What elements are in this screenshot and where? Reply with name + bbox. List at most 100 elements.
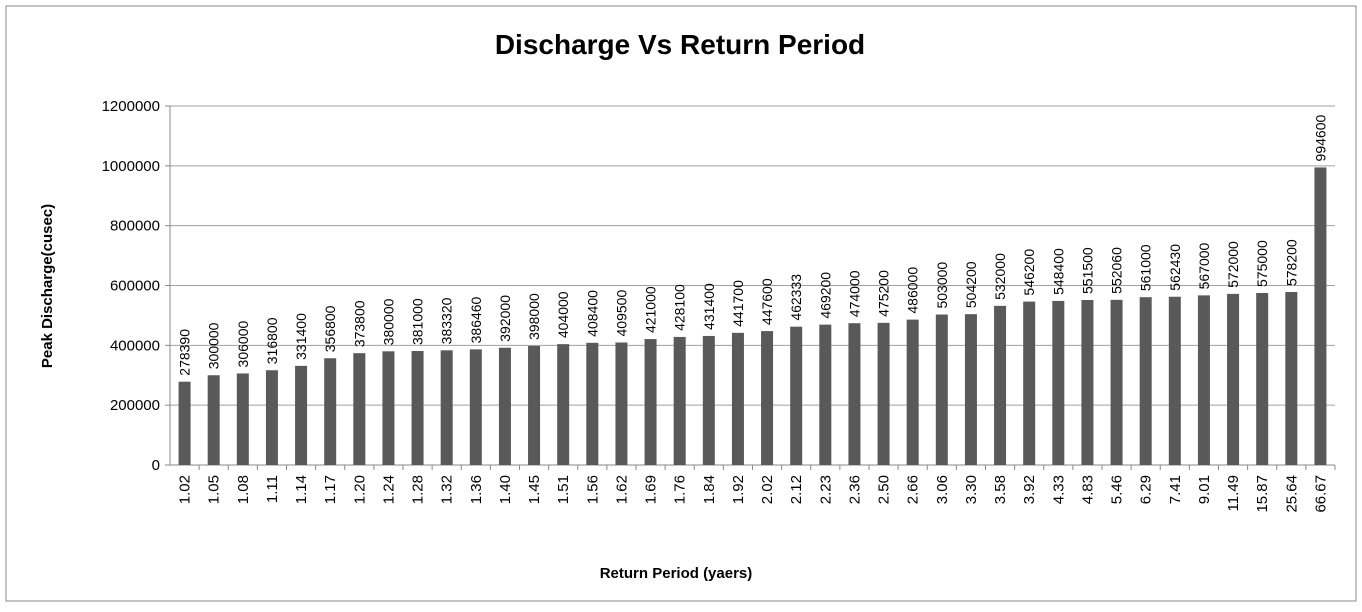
data-label: 532000 <box>992 253 1008 300</box>
bar <box>207 375 220 465</box>
y-tick-label: 1000000 <box>102 158 160 175</box>
data-label: 404000 <box>555 291 571 338</box>
data-label: 373800 <box>351 300 367 347</box>
data-label: 474000 <box>846 270 862 317</box>
x-tick-label: 2.36 <box>846 475 863 504</box>
bar <box>1081 300 1094 465</box>
x-tick-label: 1.51 <box>555 475 572 504</box>
data-label: 994600 <box>1312 115 1328 162</box>
data-label: 548400 <box>1050 248 1066 295</box>
data-label: 562430 <box>1167 244 1183 291</box>
bar <box>1139 297 1152 465</box>
data-label: 428100 <box>672 284 688 331</box>
data-label: 462333 <box>788 274 804 321</box>
data-label: 383320 <box>439 297 455 344</box>
bar <box>411 351 424 465</box>
x-tick-label: 1.62 <box>613 475 630 504</box>
x-tick-label: 2.66 <box>905 475 922 504</box>
data-label: 567000 <box>1196 242 1212 289</box>
bar <box>1110 299 1123 465</box>
data-label: 392000 <box>497 295 513 342</box>
x-axis-label: Return Period (yaers) <box>600 565 753 582</box>
x-tick-label: 1.11 <box>264 475 281 503</box>
x-tick-label: 25.64 <box>1283 475 1300 513</box>
chart-border <box>5 5 1357 602</box>
bar <box>440 350 453 465</box>
x-tick-label: 1.20 <box>351 475 368 504</box>
x-tick-label: 7.41 <box>1167 475 1184 504</box>
data-label: 561000 <box>1138 244 1154 291</box>
x-tick-label: 1.76 <box>672 475 689 504</box>
bar <box>265 370 278 465</box>
data-label: 431400 <box>701 283 717 330</box>
x-tick-label: 1.32 <box>439 475 456 504</box>
data-label: 386460 <box>468 296 484 343</box>
bar <box>498 347 511 465</box>
x-tick-label: 1.05 <box>206 475 223 504</box>
x-tick-label: 2.50 <box>876 475 893 504</box>
bar <box>178 381 191 465</box>
data-label: 551500 <box>1079 247 1095 294</box>
bar <box>1168 296 1181 465</box>
x-tick-label: 9.01 <box>1196 475 1213 504</box>
bar <box>236 373 249 465</box>
bar <box>1314 167 1327 465</box>
data-label: 552060 <box>1109 247 1125 294</box>
data-label: 398000 <box>526 293 542 340</box>
data-label: 316800 <box>264 317 280 364</box>
x-tick-label: 4.33 <box>1050 475 1067 504</box>
data-label: 575000 <box>1254 240 1270 287</box>
x-tick-label: 1.08 <box>235 475 252 504</box>
data-label: 421000 <box>643 286 659 333</box>
x-tick-label: 3.06 <box>934 475 951 504</box>
data-label: 408400 <box>584 290 600 337</box>
x-tick-label: 1.28 <box>410 475 427 504</box>
x-tick-label: 1.02 <box>177 475 194 504</box>
bar <box>790 326 803 465</box>
data-label: 578200 <box>1283 239 1299 286</box>
bar <box>557 344 570 465</box>
data-label: 306000 <box>235 321 251 368</box>
x-tick-label: 1.92 <box>730 475 747 504</box>
x-tick-label: 1.56 <box>584 475 601 504</box>
bar <box>1052 300 1065 465</box>
x-tick-label: 66.67 <box>1312 475 1329 513</box>
x-tick-label: 2.02 <box>759 475 776 504</box>
bar <box>353 353 366 465</box>
x-tick-label: 4.83 <box>1079 475 1096 504</box>
bar <box>877 322 890 465</box>
data-label: 356800 <box>322 305 338 352</box>
x-tick-label: 15.87 <box>1254 475 1271 513</box>
bar <box>994 305 1007 465</box>
bar <box>906 319 919 465</box>
data-label: 504200 <box>963 261 979 308</box>
x-tick-label: 1.45 <box>526 475 543 504</box>
x-tick-label: 1.14 <box>293 475 310 504</box>
data-label: 503000 <box>934 262 950 309</box>
x-tick-label: 3.92 <box>1021 475 1038 504</box>
bar <box>295 365 308 465</box>
x-tick-label: 6.29 <box>1138 475 1155 504</box>
data-label: 486000 <box>905 267 921 314</box>
bar <box>324 358 337 465</box>
bar <box>644 339 657 465</box>
data-label: 475200 <box>876 270 892 317</box>
data-label: 572000 <box>1225 241 1241 288</box>
x-tick-label: 2.23 <box>817 475 834 504</box>
y-tick-label: 400000 <box>110 337 160 354</box>
bar <box>469 349 482 465</box>
data-label: 469200 <box>817 272 833 319</box>
x-tick-label: 1.84 <box>701 475 718 504</box>
bar <box>673 336 686 465</box>
y-tick-label: 600000 <box>110 278 160 295</box>
bar <box>1023 301 1036 465</box>
y-tick-label: 1200000 <box>102 98 160 115</box>
bar <box>964 314 977 465</box>
bar <box>1197 295 1210 465</box>
bar <box>615 342 628 465</box>
x-tick-label: 3.30 <box>963 475 980 504</box>
bar <box>1227 293 1240 465</box>
y-tick-label: 800000 <box>110 218 160 235</box>
bar <box>848 323 861 465</box>
